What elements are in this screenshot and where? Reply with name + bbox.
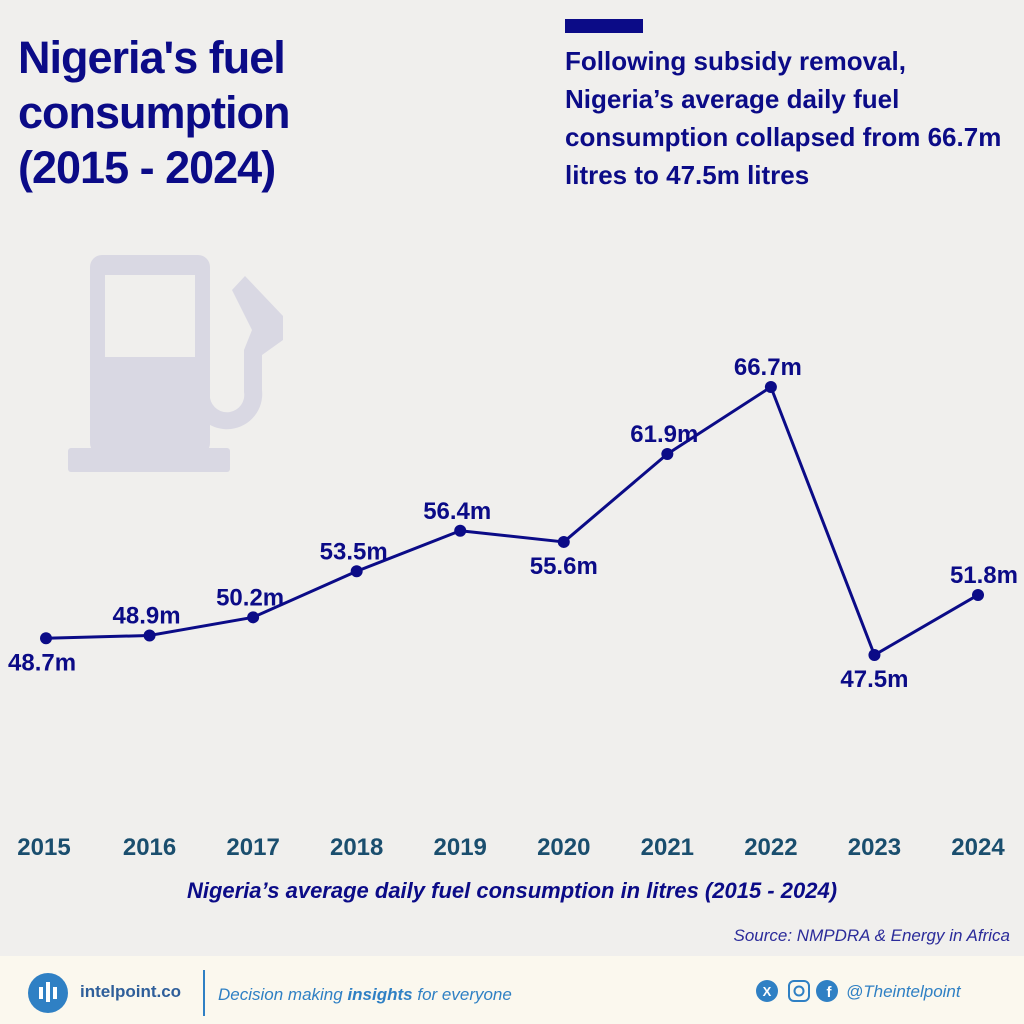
footer-icons: X f [28, 970, 838, 1016]
data-label: 48.9m [113, 602, 181, 629]
x-tick-label: 2022 [744, 834, 797, 861]
brand: intelpoint.co [80, 982, 182, 1001]
point [764, 381, 777, 393]
point [143, 629, 156, 642]
data-label: 56.4m [423, 498, 491, 525]
data-label: 51.8m [950, 562, 1018, 589]
point [454, 524, 467, 537]
tagline: Decision making insights for everyone [218, 985, 512, 1005]
data-label: 61.9m [630, 421, 698, 448]
data-label: 66.7m [734, 354, 802, 381]
data-label: 47.5m [840, 666, 908, 693]
chart-subtitle: Following subsidy removal, Nigeria’s ave… [565, 46, 1002, 190]
footer: X f intelpoint.co Decision making insigh… [0, 956, 1024, 1024]
x-tick-label: 2023 [848, 834, 901, 861]
x-tick-label: 2018 [330, 834, 383, 861]
point [868, 649, 881, 661]
tagline-part: Decision making [218, 985, 348, 1004]
chart-title: Nigeria's fuel consumption (2015 - 2024) [18, 32, 290, 193]
x-tick-label: 2016 [123, 834, 176, 861]
data-label: 55.6m [530, 553, 598, 580]
x-tick-label: 2021 [641, 834, 694, 861]
point [557, 535, 570, 548]
data-label: 53.5m [320, 538, 388, 565]
data-label: 50.2m [216, 584, 284, 611]
point [661, 448, 674, 460]
svg-text:f: f [827, 984, 833, 1001]
handle: @Theintelpoint [846, 982, 961, 1001]
tagline-part: for everyone [412, 985, 512, 1004]
x-tick-label: 2020 [537, 834, 590, 861]
point [972, 588, 984, 601]
source: Source: NMPDRA & Energy in Africa [734, 926, 1011, 945]
point [40, 632, 52, 645]
tagline-part: insights [347, 985, 413, 1004]
x-tick-label: 2015 [17, 834, 70, 861]
line [45, 385, 979, 657]
svg-text:X: X [763, 984, 772, 999]
accent-bar [565, 19, 643, 33]
pump-window [105, 275, 195, 357]
x-tick-label: 2019 [434, 834, 487, 861]
chart: Nigeria’s average daily fuel consumption… [8, 255, 1018, 945]
x-tick-label: 2017 [226, 834, 279, 861]
point [350, 565, 363, 578]
point [247, 611, 260, 624]
x-axis-label: Nigeria’s average daily fuel consumption… [187, 878, 837, 903]
data-label: 48.7m [8, 649, 76, 676]
x-tick-label: 2024 [951, 834, 1005, 861]
